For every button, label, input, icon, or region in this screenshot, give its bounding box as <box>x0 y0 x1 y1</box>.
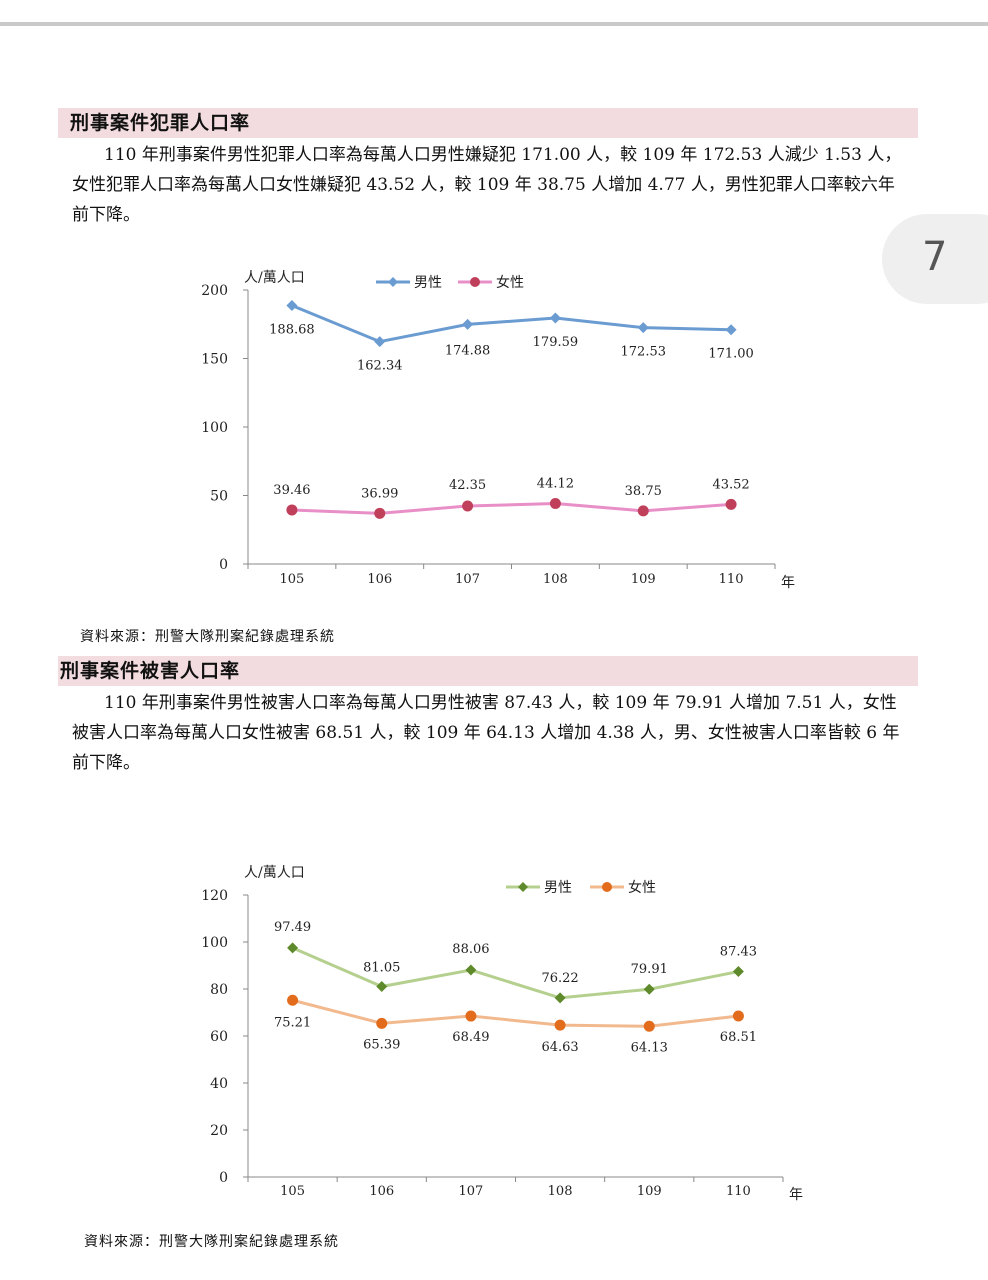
y-tick-label: 100 <box>201 420 228 436</box>
x-tick-label: 109 <box>631 572 656 587</box>
y-tick-label: 80 <box>210 982 228 998</box>
data-point <box>374 507 386 519</box>
series-line-male <box>291 946 739 1000</box>
x-tick-label: 106 <box>369 1184 394 1199</box>
data-label: 162.34 <box>357 359 403 374</box>
legend-label-male: 男性 <box>414 275 442 291</box>
data-label: 64.63 <box>541 1040 578 1055</box>
data-point <box>643 1020 655 1032</box>
data-point <box>732 1010 744 1022</box>
data-point <box>549 312 561 324</box>
y-tick-label: 100 <box>201 935 228 951</box>
data-label: 68.49 <box>452 1030 489 1045</box>
series-line-female <box>291 502 732 515</box>
y-tick-label: 40 <box>210 1076 228 1092</box>
data-point <box>637 505 649 517</box>
x-tick-label: 106 <box>367 572 392 587</box>
data-label: 68.51 <box>720 1030 757 1045</box>
data-label: 81.05 <box>363 961 400 976</box>
y-tick-label: 0 <box>219 557 228 573</box>
top-rule <box>0 22 988 26</box>
legend-marker <box>518 882 528 892</box>
y-tick-label: 120 <box>201 888 228 904</box>
data-point <box>376 1017 388 1029</box>
data-label: 88.06 <box>452 942 489 957</box>
data-label: 36.99 <box>361 486 398 501</box>
data-label: 97.49 <box>274 920 311 935</box>
x-tick-label: 109 <box>637 1184 662 1199</box>
x-tick-label: 105 <box>280 1184 305 1199</box>
legend-label-female: 女性 <box>628 879 656 896</box>
data-label: 39.46 <box>273 483 310 498</box>
data-label: 76.22 <box>541 971 578 986</box>
data-label: 174.88 <box>445 343 491 358</box>
data-point <box>287 942 299 954</box>
data-point <box>286 504 298 516</box>
data-point <box>462 500 474 512</box>
legend-label-female: 女性 <box>496 274 524 291</box>
data-label: 79.91 <box>631 962 668 977</box>
y-tick-label: 0 <box>219 1170 228 1186</box>
data-point <box>725 498 737 510</box>
data-point <box>287 994 299 1006</box>
x-tick-label: 105 <box>280 572 305 587</box>
legend-marker <box>602 882 612 892</box>
data-label: 87.43 <box>720 945 757 960</box>
y-axis-title: 人/萬人口 <box>244 270 305 286</box>
data-label: 179.59 <box>533 335 579 350</box>
legend-label-male: 男性 <box>544 880 572 896</box>
y-tick-label: 60 <box>210 1029 228 1045</box>
data-label: 188.68 <box>269 323 315 338</box>
section-heading-offender-rate: 刑事案件犯罪人口率 <box>58 108 918 138</box>
x-tick-label: 108 <box>543 572 568 587</box>
x-axis-title: 年 <box>789 1187 803 1203</box>
data-point <box>725 324 737 336</box>
page-number-tab: 7 <box>882 214 988 304</box>
data-point <box>465 964 477 976</box>
series-line-male <box>291 304 732 344</box>
data-label: 171.00 <box>708 347 754 362</box>
x-axis-title: 年 <box>781 575 795 591</box>
section-heading-victim-rate: 刑事案件被害人口率 <box>58 656 918 686</box>
data-point <box>549 498 561 510</box>
data-label: 42.35 <box>449 478 486 493</box>
data-point <box>376 981 388 993</box>
data-source-note: 資料來源：刑警大隊刑案紀錄處理系統 <box>80 629 335 645</box>
y-tick-label: 50 <box>210 489 228 505</box>
data-point <box>286 300 298 312</box>
section-paragraph-offender-rate: 110 年刑事案件男性犯罪人口率為每萬人口男性嫌疑犯 171.00 人，較 10… <box>72 145 902 225</box>
data-point <box>637 322 649 334</box>
section-paragraph-victim-rate: 110 年刑事案件男性被害人口率為每萬人口男性被害 87.43 人，較 109 … <box>72 693 900 773</box>
x-tick-label: 110 <box>726 1184 751 1199</box>
data-label: 43.52 <box>712 477 749 492</box>
data-label: 75.21 <box>274 1015 311 1030</box>
x-tick-label: 107 <box>455 572 480 587</box>
x-tick-label: 110 <box>719 572 744 587</box>
data-point <box>643 983 655 995</box>
series-line-female <box>292 998 739 1028</box>
data-label: 65.39 <box>363 1037 400 1052</box>
page-number: 7 <box>922 234 948 280</box>
legend-marker <box>470 277 480 287</box>
data-source-note: 資料來源：刑警大隊刑案紀錄處理系統 <box>84 1234 339 1250</box>
x-tick-label: 107 <box>459 1184 484 1199</box>
data-point <box>465 1010 477 1022</box>
data-label: 64.13 <box>631 1040 668 1055</box>
y-axis-title: 人/萬人口 <box>244 865 305 881</box>
data-point <box>554 992 566 1004</box>
legend-marker <box>388 277 398 287</box>
y-tick-label: 200 <box>201 283 228 299</box>
data-label: 172.53 <box>621 345 667 360</box>
x-tick-label: 108 <box>548 1184 573 1199</box>
data-point <box>374 336 386 348</box>
y-tick-label: 150 <box>201 352 228 368</box>
data-label: 38.75 <box>625 484 662 499</box>
data-point <box>462 318 474 330</box>
data-label: 44.12 <box>537 477 574 492</box>
data-point <box>732 966 744 978</box>
y-tick-label: 20 <box>210 1123 228 1139</box>
data-point <box>554 1019 566 1031</box>
